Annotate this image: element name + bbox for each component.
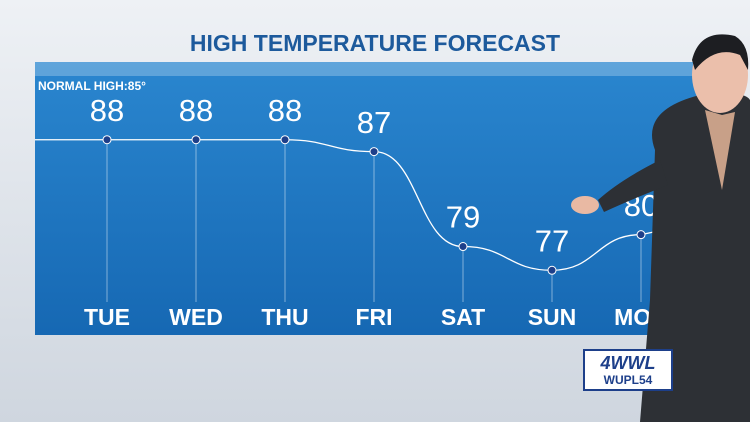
point xyxy=(369,147,379,157)
logo-main: 4WWL xyxy=(600,353,656,373)
presenter-arm xyxy=(598,160,668,212)
point xyxy=(636,230,646,240)
presenter-hand xyxy=(571,196,599,214)
chart-title: HIGH TEMPERATURE FORECAST xyxy=(190,30,560,56)
value-label: 87 xyxy=(357,105,391,140)
value-label: 79 xyxy=(446,200,480,235)
x-tick-label: SUN xyxy=(528,304,577,330)
x-tick-label: WED xyxy=(169,304,223,330)
point xyxy=(547,265,557,275)
point xyxy=(191,135,201,145)
value-label: 77 xyxy=(535,223,569,258)
point xyxy=(280,135,290,145)
value-label: 88 xyxy=(268,93,302,128)
panel-band xyxy=(35,62,715,76)
point xyxy=(458,242,468,252)
x-tick-label: THU xyxy=(261,304,308,330)
x-tick-label: FRI xyxy=(355,304,392,330)
value-label: 88 xyxy=(90,93,124,128)
normal-high-annotation: NORMAL HIGH:85° xyxy=(38,79,146,93)
logo-sub: WUPL54 xyxy=(604,373,653,387)
station-logo: 4WWL WUPL54 xyxy=(583,349,673,391)
presenter-hair xyxy=(692,34,749,70)
presenter xyxy=(571,34,750,422)
value-label: 88 xyxy=(179,93,213,128)
x-tick-label: TUE xyxy=(84,304,130,330)
point xyxy=(102,135,112,145)
logo-box xyxy=(583,349,673,391)
x-tick-label: SAT xyxy=(441,304,485,330)
presenter-tie xyxy=(705,110,735,190)
